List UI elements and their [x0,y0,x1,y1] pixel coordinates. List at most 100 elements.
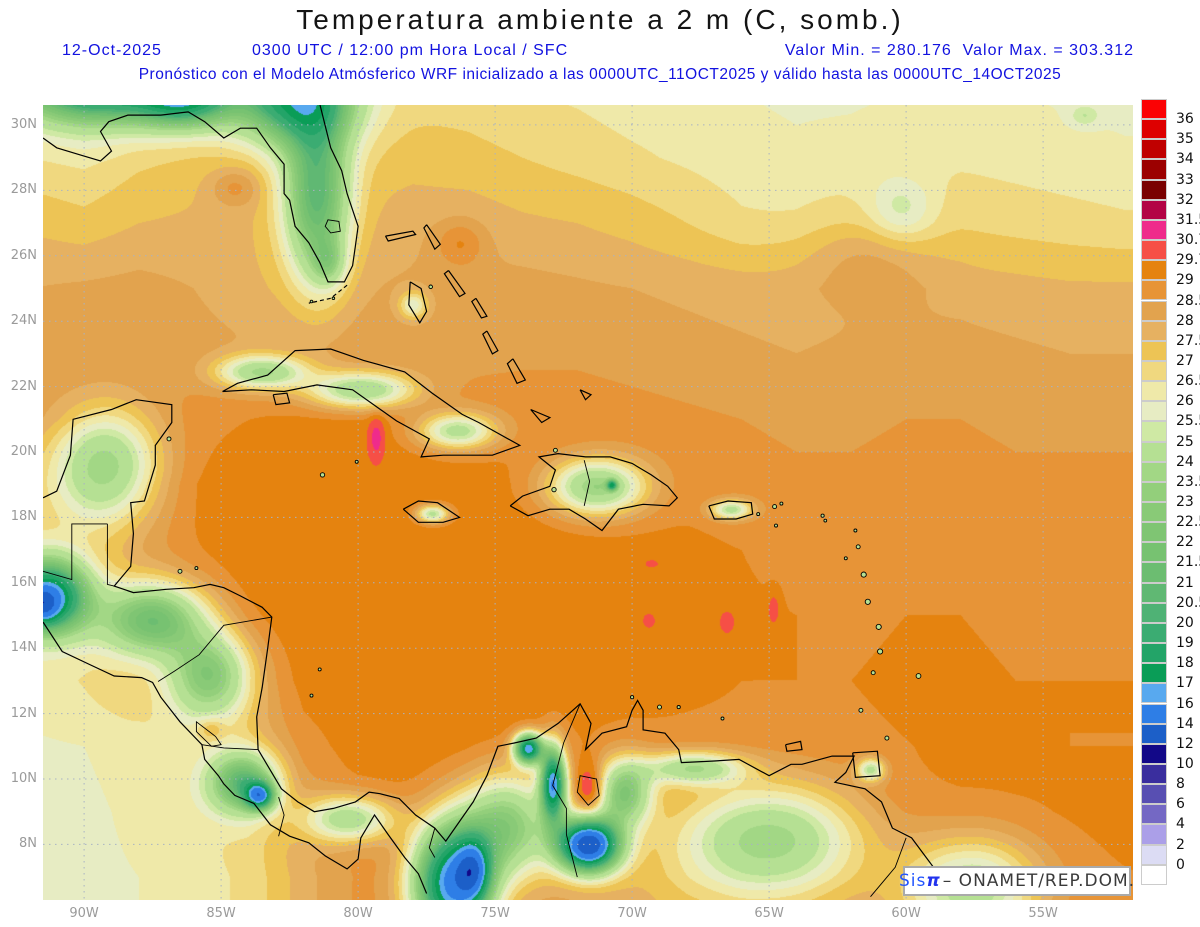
colorbar-cell [1141,663,1167,684]
colorbar-tick-label: 27.5 [1176,332,1200,349]
lon-tick-label: 70W [617,906,647,921]
country-border [106,523,115,587]
colorbar-cell [1141,864,1167,885]
colorbar-tick-label: 27 [1176,352,1194,369]
colorbar-tick-label: 33 [1176,171,1194,188]
pi-symbol: π [926,871,941,891]
colorbar-cell [1141,240,1167,261]
small-island-dot [551,486,557,493]
small-island-dot [166,436,172,442]
country-border [428,827,436,858]
colorbar-tick-label: 4 [1176,816,1185,833]
small-island-dot [870,670,876,676]
sispi-brand: Sis [898,871,927,891]
country-border [278,796,285,837]
colorbar-cell [1141,622,1167,644]
coastline-pacific-coast [43,621,428,894]
colorbar-cell [1141,260,1167,281]
subtitle-row: 12-Oct-2025 0300 UTC / 12:00 pm Hora Loc… [0,42,1200,62]
country-border [870,837,907,897]
lat-tick-label: 12N [10,705,37,721]
small-island-dot [884,735,890,741]
colorbar-tick-label: 22 [1176,534,1194,551]
coastline-florida-keys [308,284,348,304]
country-border [43,523,108,581]
lon-tick-label: 75W [480,906,510,921]
colorbar-tick-label: 32 [1176,191,1194,208]
coastline-cuba [222,348,522,458]
attribution-badge: Sis π – ONAMET/REP.DOM. [899,866,1134,896]
small-island-dot [756,512,761,517]
colorbar-tick-label: 24 [1176,453,1194,470]
lat-tick-label: 20N [10,443,37,459]
lon-tick-label: 60W [891,906,921,921]
small-island-dot [630,695,635,700]
small-island-dot [864,598,871,605]
lon-tick-label: 65W [754,906,784,921]
colorbar-tick-label: 6 [1176,796,1185,813]
lon-tick-label: 55W [1028,906,1058,921]
colorbar-cell [1141,441,1167,462]
min-max-values: Valor Min. = 280.176 Valor Max. = 303.31… [785,42,1134,60]
colorbar-cell [1141,562,1167,583]
small-island-dot [843,556,848,561]
lake-outline [324,219,341,234]
coastline-grand-bahama [384,230,417,242]
colorbar-tick-label: 16 [1176,695,1194,712]
colorbar-cell [1141,300,1167,321]
colorbar-cell [1141,522,1167,543]
colorbar-cell [1141,703,1167,724]
colorbar-cell [1141,481,1167,502]
valor-min: Valor Min. = 280.176 [784,42,952,59]
colorbar-cell [1141,199,1167,220]
colorbar-cell [1141,844,1167,865]
small-island-dot [915,673,922,679]
coastline-gulf-and-florida [43,105,359,283]
small-island-dot [855,544,861,550]
lon-tick-label: 80W [343,906,373,921]
coastline-long-island [482,330,499,355]
lat-tick-label: 8N [19,836,37,852]
small-island-dot [676,705,681,710]
colorbar-tick-label: 35 [1176,131,1194,148]
colorbar-tick-label: 23 [1176,494,1194,510]
small-island-dot [720,716,725,721]
colorbar-tick-label: 19 [1176,635,1194,652]
colorbar-tick-label: 14 [1176,715,1194,732]
lat-tick-label: 22N [10,378,37,394]
colorbar-cell [1141,602,1167,623]
valid-time: 0300 UTC / 12:00 pm Hora Local / SFC [252,42,569,59]
coastline-margarita [785,740,803,752]
small-island-dot [309,693,314,698]
colorbar-tick-label: 29 [1176,272,1194,289]
small-island-dot [428,284,433,290]
coastline-jamaica [402,500,461,523]
small-island-dot [552,447,558,453]
coastline-andros [408,281,428,324]
colorbar-tick-label: 26.5 [1176,373,1200,390]
colorbar-cell [1141,582,1167,603]
colorbar-cell [1141,643,1167,664]
small-island-dot [331,296,336,301]
colorbar-tick-label: 30.7 [1176,232,1200,249]
colorbar-cell [1141,340,1167,361]
small-island-dot [823,518,828,523]
colorbar-tick-label: 2 [1176,836,1185,853]
coastline-central-america-caribbean [43,399,951,891]
colorbar-cell [1141,219,1167,241]
coastline-eleuthera [443,270,466,298]
small-island-dot [853,528,858,533]
colorbar-tick-label: 34 [1176,151,1194,168]
colorbar-tick-label: 20.5 [1176,594,1200,611]
coastline-hispaniola [509,452,679,532]
colorbar-tick-label: 21.5 [1176,554,1200,571]
small-island-dot [177,568,183,574]
colorbar-cell [1141,824,1167,845]
lake-outline [576,775,600,806]
valid-date: 12-Oct-2025 [62,42,162,59]
country-border [201,744,259,751]
lon-tick-label: 90W [69,906,99,921]
small-island-dot [858,707,864,713]
lat-tick-label: 26N [10,247,37,263]
map-overlay-svg [43,105,1133,900]
